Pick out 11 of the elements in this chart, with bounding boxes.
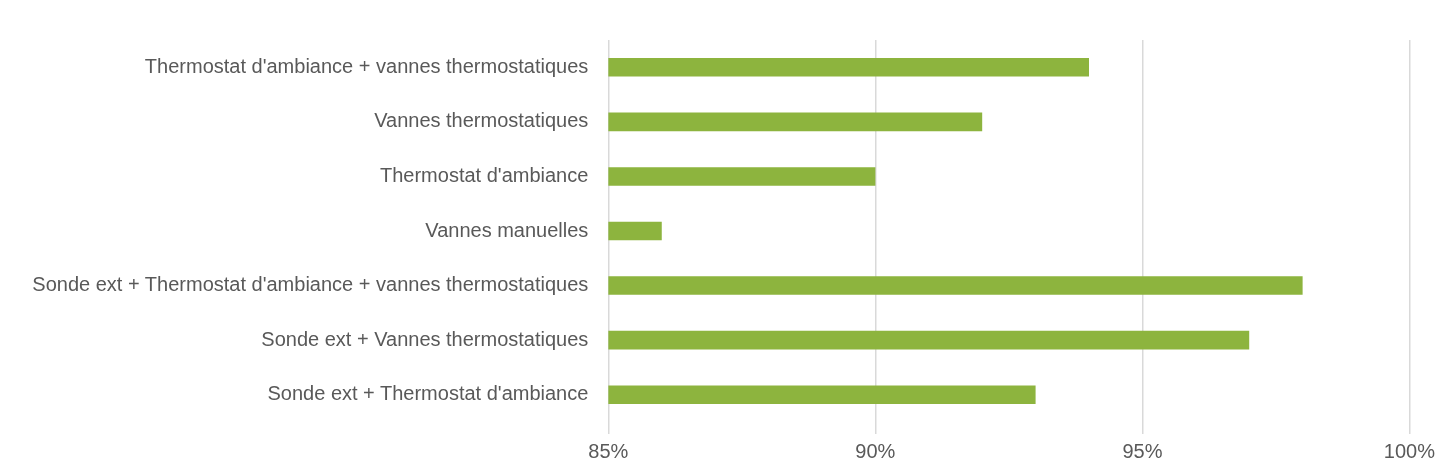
y-tick-label: Vannes manuelles bbox=[425, 218, 589, 241]
x-tick-label: 95% bbox=[1122, 439, 1163, 462]
y-tick-label: Sonde ext + Thermostat d'ambiance bbox=[267, 382, 589, 405]
y-tick-label: Sonde ext + Thermostat d'ambiance + vannes thermostatiques bbox=[32, 273, 589, 296]
x-tick-label: 100% bbox=[1383, 439, 1436, 462]
y-tick-label: Thermostat d'ambiance bbox=[380, 163, 589, 186]
x-tick-label: 85% bbox=[588, 439, 629, 462]
y-tick-label: Vannes thermostatiques bbox=[374, 109, 589, 132]
y-tick-label: Thermostat d'ambiance + vannes thermostatiques bbox=[144, 54, 589, 77]
y-tick-label: Sonde ext + Vannes thermostatiques bbox=[261, 327, 589, 350]
x-tick-label: 90% bbox=[855, 439, 896, 462]
